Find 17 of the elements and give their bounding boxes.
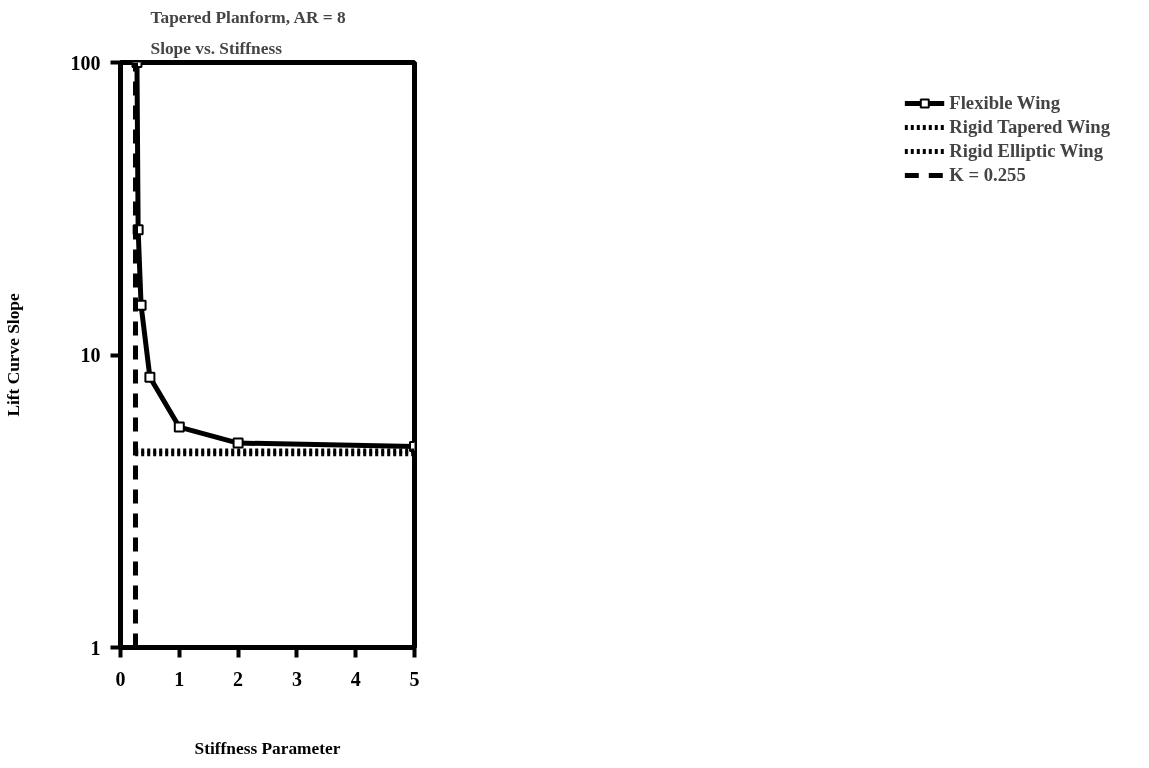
x-axis-title: Stiffness Parameter	[194, 738, 341, 758]
x-tick-label: 5	[409, 667, 420, 690]
x-tick-label: 3	[291, 667, 302, 690]
y-axis-title: Lift Curve Slope	[3, 293, 23, 417]
x-tick-label: 0	[115, 667, 126, 690]
y-tick-label: 100	[70, 51, 101, 74]
x-tick-label: 1	[174, 667, 185, 690]
legend-label: Flexible Wing	[949, 92, 1061, 114]
y-tick-label: 1	[90, 636, 101, 659]
legend-label: K = 0.255	[949, 164, 1026, 186]
chart-subtitle: Slope vs. Stiffness	[150, 38, 283, 58]
legend-label: Rigid Elliptic Wing	[949, 140, 1104, 162]
x-tick-label: 2	[233, 667, 244, 690]
legend-label: Rigid Tapered Wing	[949, 116, 1110, 138]
y-tick-label: 10	[80, 344, 101, 366]
chart-title: Tapered Planform, AR = 8	[150, 7, 347, 27]
x-tick-label: 4	[350, 667, 361, 690]
